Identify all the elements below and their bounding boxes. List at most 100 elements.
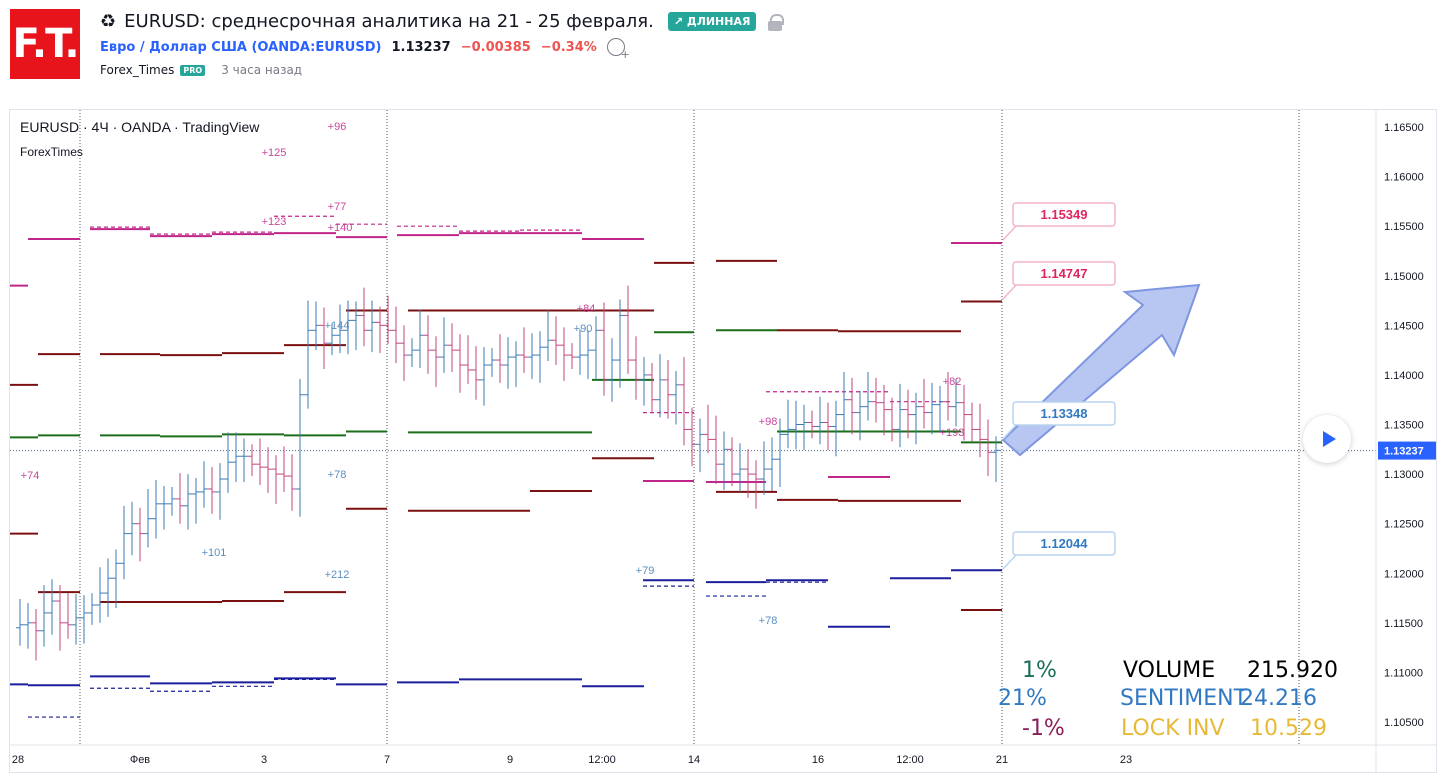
candle [344,300,352,355]
candle [624,285,632,374]
candle [600,302,608,396]
candle [168,486,176,516]
price-label-support[interactable]: 1.12044 [1002,531,1116,570]
candle [40,585,48,647]
author-name[interactable]: Forex_Times [100,63,175,77]
x-axis-tick-label: Фев [130,754,150,766]
candle [832,400,840,457]
price-label-pivot[interactable]: 1.13348 [1002,401,1116,440]
price-label-pointer [1002,424,1017,440]
level-annotation: +84 [577,303,596,315]
candle [296,378,304,517]
candle [880,384,888,436]
current-price-axis-badge [1378,441,1436,460]
y-axis-tick-label: 1.15000 [1384,271,1424,283]
candle [448,323,456,372]
y-axis-tick-label: 1.12500 [1384,519,1424,531]
candle [648,363,656,412]
stat-pct-top: 1% [1022,658,1057,683]
x-axis-tick-label: 21 [996,754,1008,766]
symbol-link[interactable]: Евро / Доллар США (OANDA:EURUSD) [100,39,382,55]
sentiment-value: 24.216 [1240,686,1317,711]
current-price: 1.13237 [391,39,451,55]
y-axis-tick-label: 1.16000 [1384,172,1424,184]
forecast-arrow[interactable] [1001,283,1201,457]
level-annotation: +140 [328,222,353,234]
candle [432,336,440,387]
forex-times-logo[interactable]: F.T. [10,9,80,79]
level-annotation: +123 [262,216,287,228]
candle [528,333,536,379]
candle [224,432,232,493]
price-label-resistance[interactable]: 1.15349 [1002,202,1116,241]
candle [120,505,128,580]
candle [144,488,152,548]
level-annotation: +82 [943,376,962,388]
level-annotation: +98 [759,416,778,428]
candle [544,310,552,362]
level-annotation: +90 [574,323,593,335]
current-price-axis-label: 1.13237 [1384,446,1424,458]
candle [824,402,832,451]
candle [792,400,800,450]
y-axis-tick-label: 1.13500 [1384,420,1424,432]
candle [376,306,384,354]
add-alert-icon[interactable] [606,38,630,61]
candle [744,449,752,498]
price-label-text: 1.13348 [1041,406,1088,421]
candle [776,418,784,487]
recycle-icon: ♻ [100,11,117,32]
candle [208,467,216,514]
price-label-box [1012,531,1116,556]
chart-frame[interactable] [9,109,1437,773]
candle [352,301,360,351]
candle [472,346,480,400]
candle [112,549,120,608]
level-annotation: +74 [21,470,40,482]
candle [584,330,592,379]
candle [568,343,576,369]
y-axis-tick-label: 1.14000 [1384,370,1424,382]
x-axis-tick-label: 28 [12,754,24,766]
price-label-pointer [1002,225,1017,241]
candle [920,378,928,429]
candle [272,455,280,504]
candle [848,377,856,435]
level-annotation: +79 [636,565,655,577]
play-replay-button[interactable] [1303,415,1351,463]
candle [696,418,704,473]
candle [936,385,944,433]
candle [152,480,160,539]
candle [48,579,56,635]
candle [592,316,600,380]
candle [160,485,168,530]
candle [520,327,528,373]
chart-legend-symbol: EURUSD · 4Ч · OANDA · TradingView [20,119,260,135]
candle [320,307,328,369]
level-annotation: +101 [202,547,227,559]
lock-icon [768,13,785,31]
level-annotation: +78 [328,469,347,481]
x-axis-tick-label: 14 [688,754,700,766]
candle [984,419,992,477]
price-label-resistance[interactable]: 1.14747 [1002,261,1116,300]
candle [664,360,672,419]
candle [192,478,200,524]
candle [888,397,896,442]
candle [504,337,512,389]
y-axis-tick-label: 1.16500 [1384,122,1424,134]
candle [88,593,96,625]
y-axis-tick-label: 1.10500 [1384,717,1424,729]
candle [864,371,872,421]
candle [768,437,776,491]
y-axis-tick-label: 1.13000 [1384,469,1424,481]
lock-inv-label: LOCK INV [1121,716,1225,741]
candle [288,454,296,511]
y-axis-tick-label: 1.14500 [1384,320,1424,332]
candle [704,404,712,454]
candle [384,295,392,345]
candle [104,558,112,617]
price-label-text: 1.14747 [1041,266,1088,281]
candle [688,407,696,467]
